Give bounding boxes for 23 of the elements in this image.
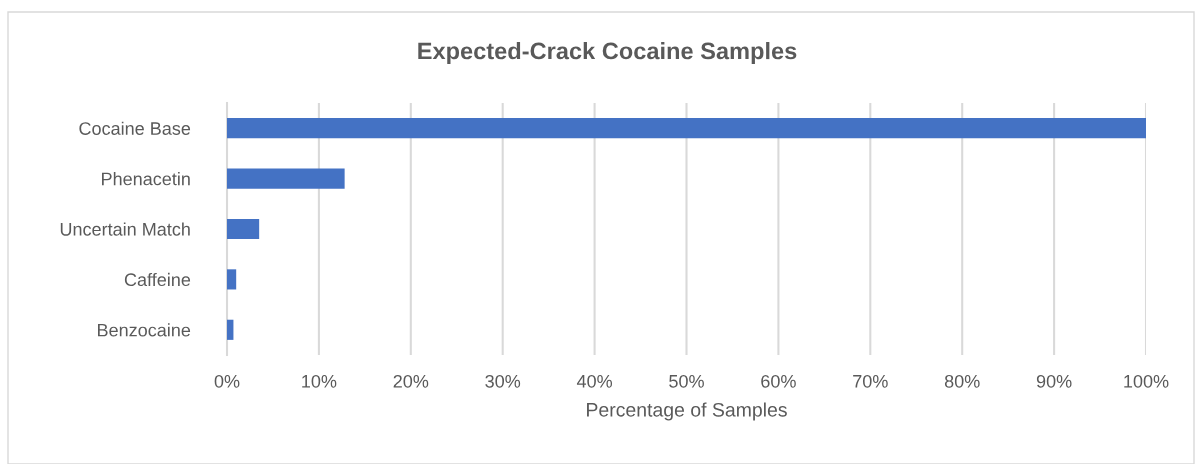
bar	[227, 218, 260, 240]
x-tick-label: 90%	[1036, 374, 1072, 388]
y-tick-label: Benzocaine	[98, 323, 191, 337]
bar	[227, 269, 237, 290]
x-axis-title: Percentage of Samples	[587, 402, 787, 421]
bar	[227, 118, 1146, 139]
y-tick-label: Cocaine Base	[79, 121, 191, 135]
x-tick-label: 50%	[669, 374, 704, 388]
x-tick-label: 0%	[214, 374, 240, 388]
x-tick-label: 10%	[302, 374, 337, 388]
x-tick-label: 100%	[1124, 374, 1169, 388]
y-tick-label: Phenacetin	[102, 172, 190, 186]
x-tick-label: 30%	[485, 374, 521, 388]
x-tick-label: 70%	[853, 374, 888, 388]
chart-title: Expected-Crack Cocaine Samples	[418, 42, 797, 65]
x-tick-label: 60%	[761, 374, 796, 388]
y-tick-label: Caffeine	[124, 272, 191, 287]
y-tick-label: Uncertain Match	[60, 222, 190, 236]
bar	[227, 319, 234, 340]
x-tick-label: 20%	[393, 374, 429, 388]
x-tick-label: 80%	[944, 374, 980, 388]
x-tick-label: 40%	[576, 374, 613, 388]
bar	[227, 168, 345, 189]
